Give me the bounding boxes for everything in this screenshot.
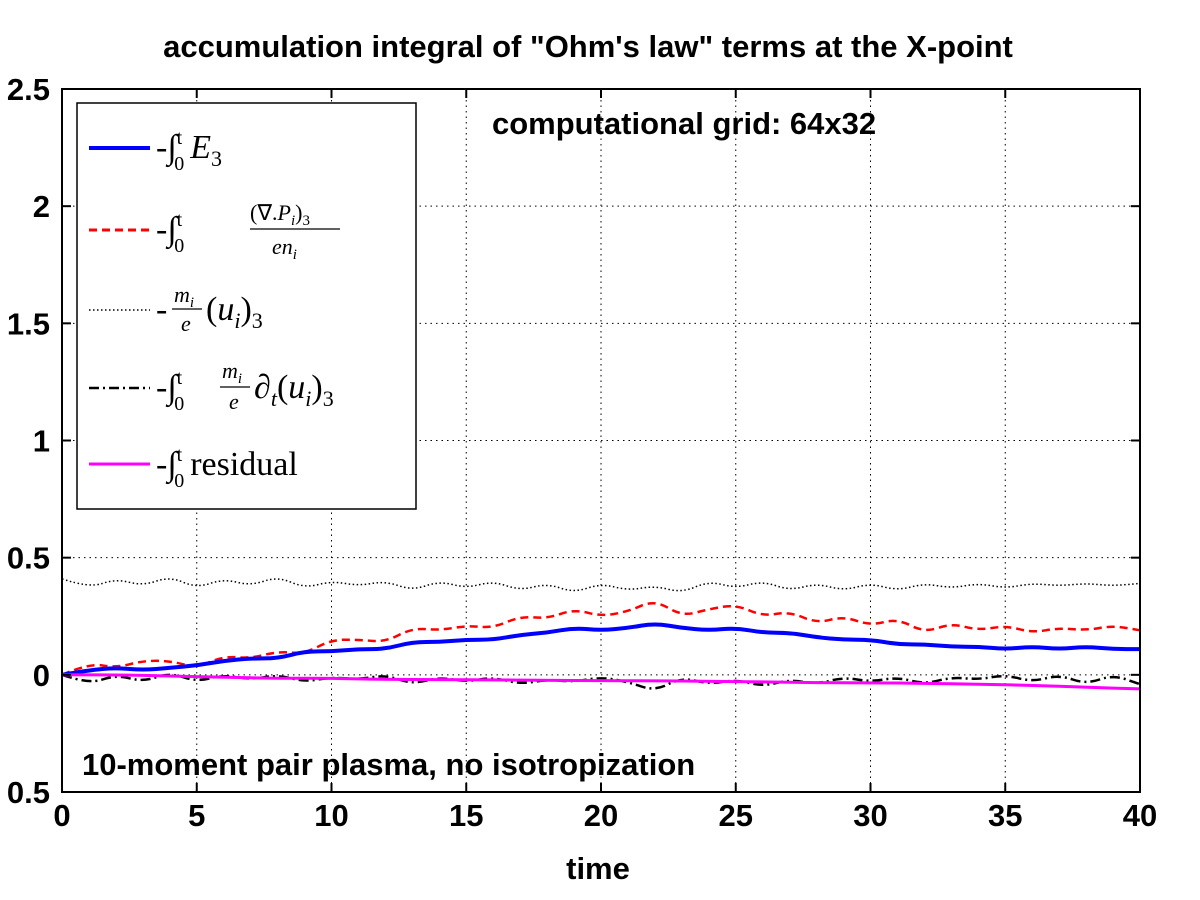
legend: -∫t 0 E3 -∫t 0 (∇.Pi)3 eni - mi e (ui)3 — [76, 102, 417, 510]
y-tick-label: 0.5 — [7, 541, 50, 576]
x-tick-label: 15 — [449, 798, 483, 833]
tick-layer: 0 5 10 15 20 25 30 35 400.500.511.522.5 — [7, 72, 1157, 833]
x-tick-label: 0 — [53, 798, 70, 833]
legend-box — [76, 102, 417, 510]
x-axis-label: time — [566, 851, 630, 886]
legend-label-velocity-frac-num: mi — [174, 282, 194, 311]
x-tick-label: 5 — [188, 798, 205, 833]
legend-label-pressure: -∫t 0 — [156, 209, 184, 257]
y-tick-label: 0 — [33, 658, 50, 693]
legend-label-dudt-rest: ∂t(ui)3 — [254, 369, 334, 411]
legend-label-dudt-integral: -∫t 0 — [156, 367, 184, 415]
legend-entry-dudt: -∫t 0 mi e ∂t(ui)3 — [89, 358, 334, 415]
legend-label-pressure-numerator: (∇.Pi)3 — [250, 200, 310, 229]
series-line-4 — [61, 673, 1141, 691]
legend-label-velocity-frac-den: e — [181, 311, 191, 336]
legend-label-velocity-minus: - — [156, 291, 167, 328]
legend-entry-e3: -∫t 0 E3 — [89, 127, 222, 175]
series-line-3 — [61, 673, 1141, 690]
legend-entry-residual: -∫t 0 residual — [89, 444, 298, 492]
x-tick-label: 30 — [853, 798, 887, 833]
legend-label-e3: -∫t 0 E3 — [156, 127, 222, 175]
x-tick-label: 25 — [719, 798, 753, 833]
series-line-0 — [61, 622, 1140, 677]
y-tick-label: 0.5 — [7, 775, 50, 810]
y-tick-label: 1 — [33, 424, 50, 459]
series-line-1 — [61, 602, 1141, 676]
legend-label-dudt-frac-den: e — [229, 389, 239, 414]
annotation-computational-grid: computational grid: 64x32 — [492, 106, 876, 141]
chart-title: accumulation integral of "Ohm's law" ter… — [163, 29, 1013, 64]
series-line-2 — [61, 578, 1141, 592]
series-layer — [61, 578, 1141, 691]
x-tick-label: 20 — [584, 798, 618, 833]
y-tick-label: 1.5 — [7, 306, 50, 341]
annotation-plasma-description: 10-moment pair plasma, no isotropization — [82, 747, 695, 782]
y-tick-label: 2 — [33, 189, 50, 224]
y-tick-label: 2.5 — [7, 72, 50, 107]
x-tick-label: 40 — [1123, 798, 1157, 833]
legend-label-dudt-frac-num: mi — [222, 358, 242, 387]
legend-label-residual: -∫t 0 residual — [156, 444, 298, 492]
x-tick-label: 35 — [988, 798, 1022, 833]
legend-entry-pressure: -∫t 0 (∇.Pi)3 eni — [89, 200, 340, 263]
x-tick-label: 10 — [314, 798, 348, 833]
grid-layer — [62, 89, 1140, 792]
